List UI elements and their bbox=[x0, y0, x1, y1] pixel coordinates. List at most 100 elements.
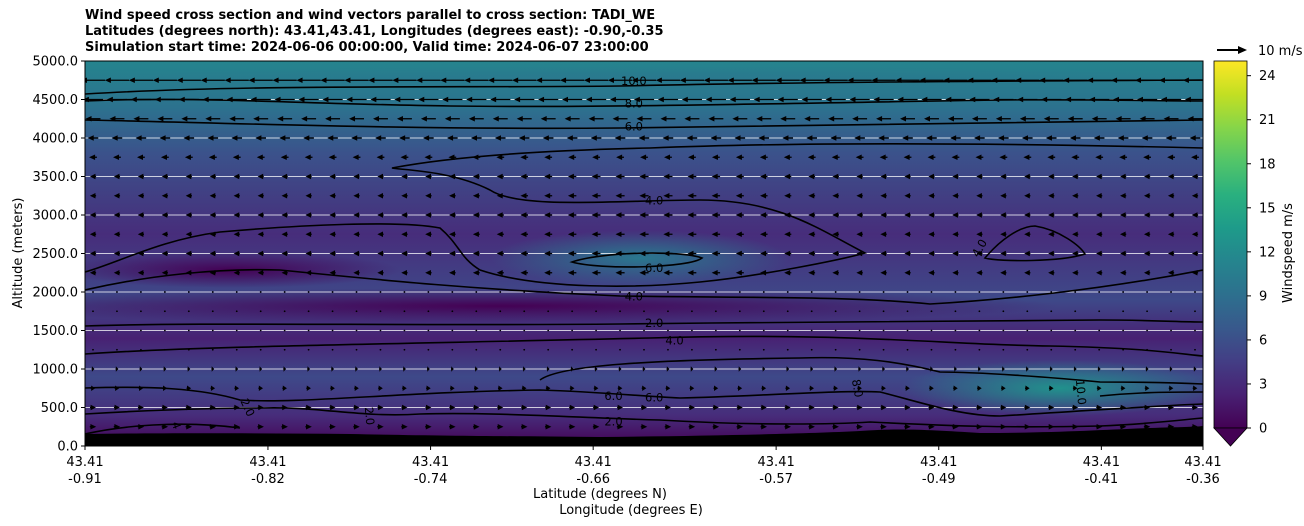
wind-vector bbox=[472, 154, 481, 161]
wind-vector bbox=[688, 423, 696, 430]
wind-vector bbox=[161, 423, 169, 430]
wind-vector bbox=[329, 212, 336, 218]
wind-vector bbox=[1074, 329, 1077, 332]
wind-vector bbox=[449, 192, 456, 199]
wind-vector bbox=[655, 77, 681, 84]
wind-vector bbox=[403, 366, 406, 372]
wind-vector bbox=[1002, 291, 1005, 293]
svg-text:2.0: 2.0 bbox=[362, 406, 378, 425]
wind-vector bbox=[833, 385, 838, 392]
wind-vector bbox=[1187, 115, 1203, 122]
quiver-key: 10 m/s bbox=[1217, 44, 1303, 59]
wind-vector bbox=[1098, 348, 1101, 351]
wind-vector bbox=[880, 192, 887, 199]
wind-vector bbox=[447, 135, 458, 141]
wind-vector bbox=[591, 212, 601, 218]
wind-vector bbox=[1143, 423, 1151, 430]
wind-vector bbox=[329, 192, 336, 199]
y-tick-label: 1500.0 bbox=[33, 324, 79, 339]
wind-vector bbox=[377, 423, 384, 430]
wind-vector bbox=[930, 329, 933, 332]
wind-vector bbox=[571, 310, 574, 313]
wind-vector bbox=[810, 329, 813, 332]
wind-vector bbox=[737, 385, 743, 392]
wind-vector bbox=[567, 173, 577, 180]
wind-vector bbox=[735, 173, 744, 180]
wind-vector bbox=[663, 231, 673, 238]
wind-vector bbox=[1117, 135, 1129, 141]
wind-vector bbox=[545, 385, 551, 392]
wind-vector bbox=[732, 115, 748, 122]
wind-vector bbox=[952, 212, 959, 218]
colorbar-gradient bbox=[1213, 60, 1248, 429]
contour-line-10-low bbox=[1099, 391, 1203, 397]
wind-vector bbox=[449, 173, 456, 180]
wind-vector bbox=[760, 423, 768, 430]
colorbar-ticks: 0 3 6 9 12 15 18 21 24 bbox=[1247, 69, 1276, 437]
wind-vector bbox=[1048, 231, 1055, 238]
wind-vector bbox=[544, 212, 553, 218]
y-tick-label: 4500.0 bbox=[33, 93, 79, 108]
wind-vector bbox=[998, 135, 1009, 141]
wind-vector bbox=[879, 154, 888, 161]
wind-vector bbox=[303, 135, 314, 141]
wind-vector bbox=[137, 269, 145, 276]
contour-label: 8.0 bbox=[625, 96, 643, 110]
wind-vector bbox=[782, 135, 794, 141]
wind-vector bbox=[1167, 212, 1175, 218]
contour-fill-mid-maximum bbox=[490, 230, 790, 286]
wind-vector bbox=[135, 135, 147, 141]
wind-vector bbox=[89, 423, 97, 430]
wind-vector bbox=[1144, 404, 1151, 411]
wind-vector bbox=[475, 348, 478, 351]
wind-vector bbox=[952, 173, 959, 180]
wind-vector bbox=[615, 192, 625, 199]
wind-vector bbox=[1168, 404, 1175, 411]
wind-vector bbox=[209, 404, 216, 411]
wind-vector bbox=[880, 173, 887, 180]
wind-vector bbox=[1143, 212, 1151, 218]
wind-vector bbox=[544, 192, 553, 199]
wind-vector bbox=[355, 291, 358, 293]
wind-vector bbox=[424, 154, 433, 161]
wind-vector bbox=[401, 269, 408, 276]
wind-vector bbox=[906, 310, 909, 313]
wind-vector bbox=[1074, 291, 1077, 293]
x-tick-label-lon: -0.49 bbox=[922, 472, 956, 487]
wind-vector bbox=[1167, 192, 1175, 199]
wind-vector bbox=[760, 250, 768, 257]
wind-vector bbox=[976, 404, 983, 411]
wind-vector bbox=[161, 269, 168, 276]
wind-vector bbox=[687, 173, 697, 180]
wind-vector bbox=[473, 423, 480, 430]
wind-vector bbox=[1143, 250, 1151, 257]
wind-vector bbox=[639, 231, 649, 238]
wind-vector bbox=[307, 348, 310, 351]
y-axis-label: Altitude (meters) bbox=[11, 198, 26, 309]
wind-vector bbox=[377, 192, 384, 199]
wind-vector bbox=[761, 385, 767, 392]
wind-vector bbox=[1111, 77, 1136, 84]
wind-vector bbox=[520, 173, 528, 180]
wind-vector bbox=[786, 291, 789, 293]
wind-vector bbox=[256, 154, 265, 161]
contour-line-4-east bbox=[983, 225, 1087, 262]
wind-vector bbox=[401, 231, 408, 238]
wind-vector bbox=[828, 115, 844, 122]
wind-vector bbox=[499, 291, 502, 293]
wind-vector bbox=[379, 366, 382, 372]
wind-vector bbox=[331, 329, 334, 332]
wind-vector bbox=[591, 269, 601, 276]
wind-vector bbox=[327, 135, 338, 141]
wind-vector bbox=[545, 404, 552, 411]
wind-vector bbox=[856, 423, 863, 430]
wind-vector bbox=[307, 310, 310, 313]
wind-vector bbox=[425, 250, 432, 257]
wind-vector bbox=[1000, 173, 1007, 180]
contour-label: 4 bbox=[169, 419, 185, 431]
wind-vector bbox=[834, 348, 837, 351]
wind-vector bbox=[518, 135, 530, 141]
wind-vector bbox=[1145, 366, 1149, 372]
wind-vector bbox=[425, 212, 432, 218]
wind-vector bbox=[140, 329, 142, 332]
